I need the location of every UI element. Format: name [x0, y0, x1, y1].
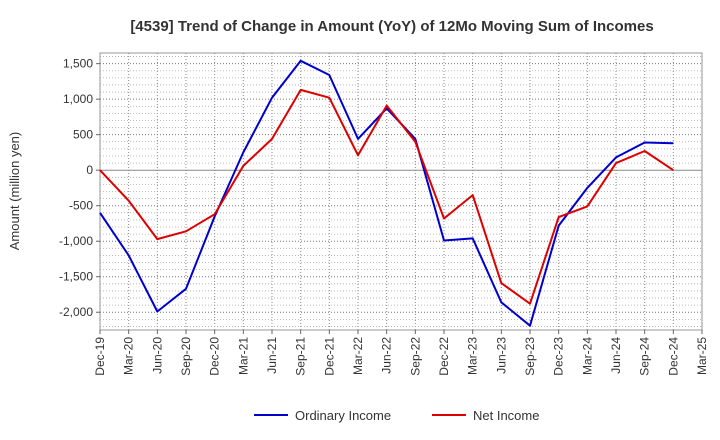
x-tick-label: Sep-20: [179, 337, 193, 376]
x-tick-label: Dec-20: [208, 337, 222, 376]
x-tick-label: Jun-24: [609, 337, 623, 374]
x-tick-label: Mar-22: [351, 337, 365, 375]
y-tick-label: -1,500: [59, 270, 93, 284]
series-line-1: [99, 59, 674, 327]
y-tick-label: 1,000: [63, 92, 93, 106]
x-tick-label: Jun-23: [494, 337, 508, 374]
x-tick-label: Mar-20: [122, 337, 136, 375]
legend-label-1: Ordinary Income: [295, 408, 391, 423]
x-tick-label: Jun-20: [150, 337, 164, 374]
y-tick-label: 500: [73, 128, 93, 142]
y-tick-label: -500: [69, 199, 93, 213]
x-tick-label: Mar-24: [580, 337, 594, 375]
x-tick-label: Dec-24: [666, 337, 680, 376]
series-line-2: [99, 88, 674, 305]
x-tick-label: Sep-23: [523, 337, 537, 376]
x-tick-label: Mar-25: [695, 337, 709, 375]
x-tick-label: Dec-23: [552, 337, 566, 376]
x-tick-label: Jun-21: [265, 337, 279, 374]
x-tick-label: Mar-21: [236, 337, 250, 375]
y-axis-label: Amount (million yen): [7, 132, 22, 251]
legend: Ordinary Income Net Income: [254, 408, 539, 423]
x-tick-label: Dec-22: [437, 337, 451, 376]
x-tick-label: Sep-21: [294, 337, 308, 376]
x-tick-label: Sep-24: [638, 337, 652, 376]
y-tick-label: 0: [86, 163, 93, 177]
plot-area: 1,500 1,000 500 0 -500 -1,000 -1,500 -2,000 Dec-…: [59, 52, 709, 376]
y-tick-label: 1,500: [63, 57, 93, 71]
x-tick-label: Dec-21: [322, 337, 336, 376]
x-tick-label: Sep-22: [408, 337, 422, 376]
x-tick-label: Jun-22: [380, 337, 394, 374]
y-tick-label: -1,000: [59, 234, 93, 248]
legend-label-2: Net Income: [473, 408, 539, 423]
y-tick-label: -2,000: [59, 305, 93, 319]
x-tick-label: Dec-19: [93, 337, 107, 376]
chart-title: [4539] Trend of Change in Amount (YoY) o…: [130, 18, 653, 35]
x-tick-label: Mar-23: [466, 337, 480, 375]
